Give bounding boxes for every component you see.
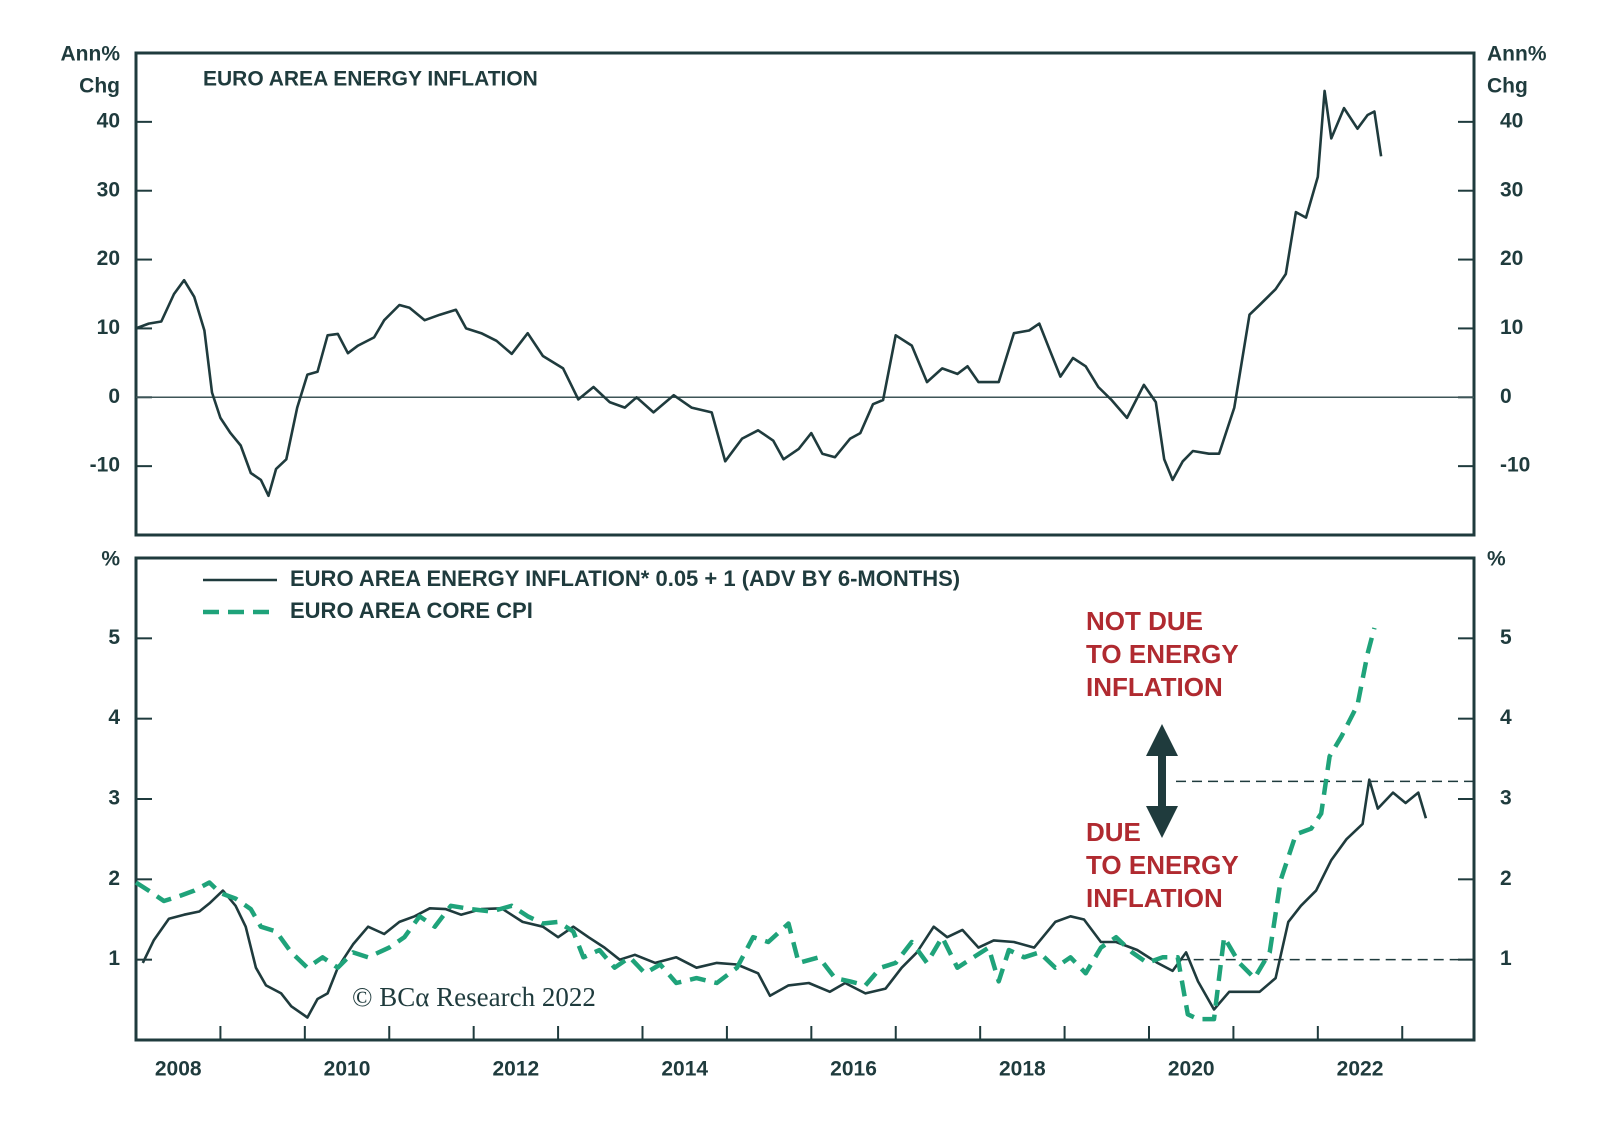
legend-label: EURO AREA CORE CPI	[290, 598, 533, 623]
y-tick-label: 20	[97, 247, 120, 270]
y-tick-label: 4	[108, 706, 120, 729]
y-tick-label: 3	[108, 787, 120, 810]
series-line	[134, 627, 1377, 1022]
y-axis-label: Chg	[79, 75, 120, 98]
y-tick-label: 2	[108, 867, 120, 890]
y-axis-label: %	[101, 548, 120, 571]
annotation: INFLATION	[1086, 883, 1223, 913]
y-tick-label: 1	[108, 947, 120, 970]
x-tick-label: 2012	[493, 1058, 540, 1081]
x-tick-label: 2022	[1337, 1058, 1384, 1081]
chart-title: EURO AREA ENERGY INFLATION	[203, 68, 538, 91]
y-tick-label: 0	[1500, 385, 1512, 408]
y-tick-label: -10	[90, 454, 120, 477]
y-tick-label: 1	[1500, 947, 1512, 970]
y-tick-label: 5	[108, 626, 120, 649]
x-tick-label: 2016	[830, 1058, 877, 1081]
y-tick-label: 5	[1500, 626, 1512, 649]
y-axis-label: Chg	[1487, 75, 1528, 98]
x-tick-label: 2018	[999, 1058, 1046, 1081]
annotation: TO ENERGY	[1086, 850, 1239, 880]
y-tick-label: 4	[1500, 706, 1512, 729]
y-tick-label: 10	[97, 316, 120, 339]
y-axis-label: Ann%	[1487, 43, 1547, 66]
y-tick-label: -10	[1500, 454, 1530, 477]
y-tick-label: 10	[1500, 316, 1523, 339]
x-tick-label: 2010	[324, 1058, 371, 1081]
y-tick-label: 30	[97, 178, 120, 201]
x-tick-label: 2008	[155, 1058, 202, 1081]
y-tick-label: 3	[1500, 787, 1512, 810]
series-line	[135, 89, 1383, 498]
series-line	[141, 778, 1428, 1019]
x-tick-label: 2020	[1168, 1058, 1215, 1081]
legend-label: EURO AREA ENERGY INFLATION* 0.05 + 1 (AD…	[290, 566, 960, 591]
annotation: DUE	[1086, 817, 1141, 847]
y-tick-label: 20	[1500, 247, 1523, 270]
y-tick-label: 40	[1500, 109, 1523, 132]
y-tick-label: 40	[97, 109, 120, 132]
y-tick-label: 0	[108, 385, 120, 408]
annotation: TO ENERGY	[1086, 639, 1239, 669]
y-axis-label: %	[1487, 548, 1506, 571]
watermark: © BCα Research 2022	[352, 982, 596, 1012]
annotation: NOT DUE	[1086, 606, 1203, 636]
x-tick-label: 2014	[661, 1058, 708, 1081]
y-tick-label: 30	[1500, 178, 1523, 201]
y-axis-label: Ann%	[61, 43, 121, 66]
y-tick-label: 2	[1500, 867, 1512, 890]
annotation: INFLATION	[1086, 672, 1223, 702]
plot-frame	[134, 51, 1476, 537]
